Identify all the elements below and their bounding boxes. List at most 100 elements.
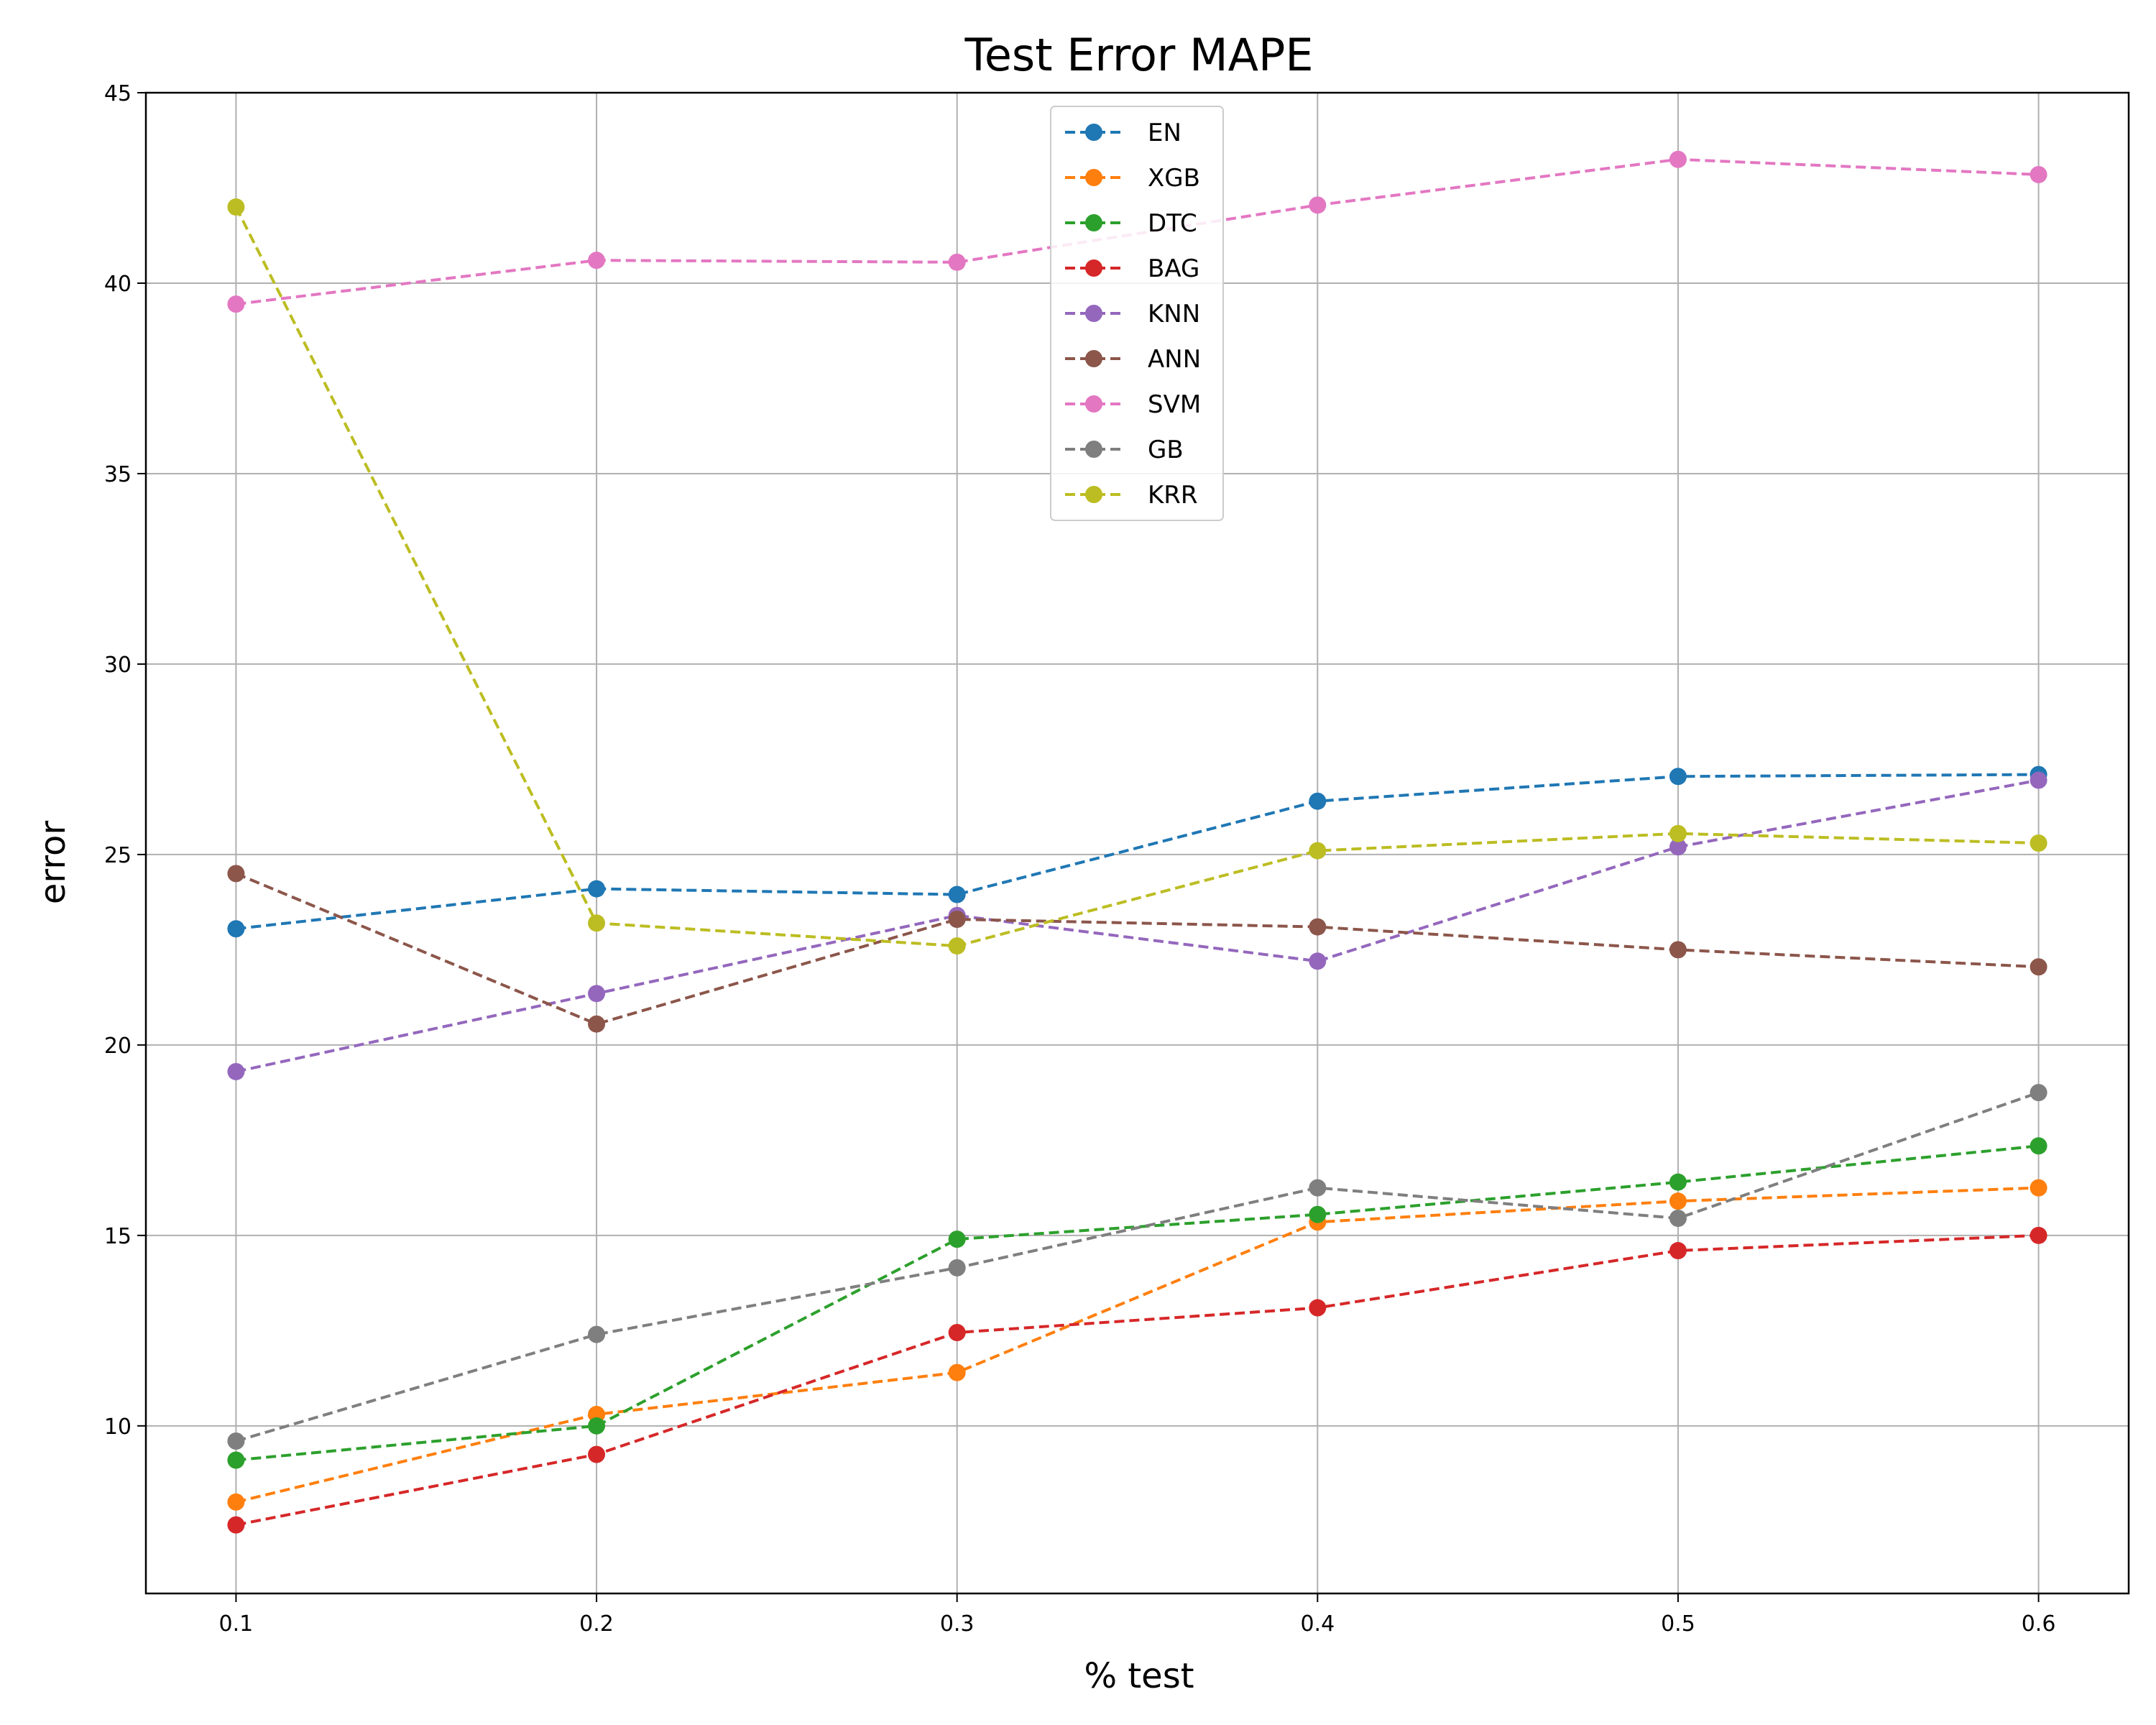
data-point-ann — [588, 1015, 606, 1033]
data-point-krr — [1669, 824, 1687, 842]
legend-marker-gb — [1085, 441, 1102, 458]
data-point-svm — [2030, 165, 2047, 183]
legend-item-krr: KRR — [1065, 481, 1198, 510]
data-point-gb — [1309, 1179, 1327, 1197]
data-point-bag — [1669, 1242, 1687, 1260]
data-point-dtc — [948, 1230, 966, 1248]
data-point-gb — [1669, 1210, 1687, 1227]
series-dtc — [227, 1137, 2047, 1469]
legend-item-knn: KNN — [1065, 300, 1200, 328]
plot-frame — [144, 91, 2130, 1595]
y-tick-label: 10 — [104, 1414, 132, 1440]
legend-label-xgb: XGB — [1148, 164, 1200, 193]
data-point-en — [1669, 768, 1687, 786]
legend-label-krr: KRR — [1148, 481, 1198, 510]
legend-marker-knn — [1085, 305, 1102, 322]
x-tick-label: 0.4 — [1300, 1611, 1335, 1637]
data-point-krr — [1309, 842, 1327, 860]
legend-label-bag: BAG — [1148, 254, 1199, 283]
data-point-bag — [948, 1323, 966, 1341]
data-point-knn — [1309, 952, 1327, 970]
legend-label-ann: ANN — [1148, 345, 1201, 374]
series-krr — [227, 198, 2047, 955]
data-point-xgb — [2030, 1179, 2047, 1197]
x-tick-label: 0.6 — [2022, 1611, 2056, 1637]
y-tick-label: 15 — [104, 1224, 132, 1249]
data-point-svm — [227, 295, 245, 313]
chart-title: Test Error MAPE — [964, 29, 1313, 81]
data-point-bag — [588, 1445, 606, 1463]
legend-marker-bag — [1085, 259, 1102, 277]
series-line-xgb — [235, 1186, 2039, 1504]
data-point-krr — [948, 937, 966, 955]
legend-label-dtc: DTC — [1148, 209, 1197, 238]
legend-item-en: EN — [1065, 119, 1181, 147]
data-point-xgb — [948, 1363, 966, 1381]
data-point-svm — [1669, 150, 1687, 168]
y-tick-label: 20 — [104, 1034, 132, 1059]
data-point-en — [227, 920, 245, 938]
y-tick-label: 40 — [104, 272, 132, 297]
series-bag — [227, 1226, 2047, 1534]
data-point-svm — [1309, 196, 1327, 214]
legend-item-dtc: DTC — [1065, 209, 1197, 238]
data-point-dtc — [588, 1417, 606, 1435]
data-point-knn — [588, 985, 606, 1003]
data-point-dtc — [1309, 1205, 1327, 1223]
data-point-ann — [227, 865, 245, 883]
legend-marker-xgb — [1085, 169, 1102, 186]
data-point-krr — [227, 198, 245, 216]
data-point-ann — [1309, 918, 1327, 936]
series-xgb — [227, 1179, 2047, 1511]
series-en — [227, 765, 2047, 938]
data-point-bag — [1309, 1299, 1327, 1317]
data-point-knn — [1669, 838, 1687, 856]
series-line-bag — [236, 1233, 2039, 1527]
data-point-bag — [227, 1516, 245, 1534]
series-gb — [227, 1084, 2047, 1450]
data-point-gb — [227, 1432, 245, 1450]
series-line-krr — [234, 206, 2039, 948]
legend-marker-ann — [1085, 350, 1102, 367]
legend-item-bag: BAG — [1065, 254, 1199, 283]
data-point-knn — [227, 1062, 245, 1080]
y-tick-label: 25 — [104, 843, 132, 868]
y-tick-label: 35 — [104, 462, 132, 487]
legend-label-svm: SVM — [1148, 390, 1201, 419]
y-axis-title: error — [33, 821, 73, 904]
data-point-gb — [948, 1259, 966, 1276]
data-point-en — [948, 886, 966, 903]
data-point-krr — [588, 914, 606, 932]
series-layer — [227, 150, 2047, 1534]
x-tick-label: 0.3 — [940, 1611, 975, 1637]
data-point-xgb — [1669, 1192, 1687, 1210]
x-tick-label: 0.5 — [1661, 1611, 1695, 1637]
legend-label-knn: KNN — [1148, 300, 1200, 328]
legend-label-en: EN — [1148, 119, 1181, 147]
data-point-ann — [948, 910, 966, 928]
data-point-svm — [588, 252, 606, 270]
series-ann — [227, 865, 2047, 1033]
data-point-dtc — [1669, 1173, 1687, 1191]
legend-item-svm: SVM — [1065, 390, 1201, 419]
data-point-knn — [2030, 771, 2047, 789]
data-point-krr — [2030, 834, 2047, 852]
legend-marker-dtc — [1085, 214, 1102, 231]
y-tick-label: 30 — [104, 653, 132, 678]
series-line-gb — [235, 1091, 2040, 1443]
series-line-ann — [235, 872, 2039, 1026]
legend-item-xgb: XGB — [1065, 164, 1200, 193]
x-tick-label: 0.2 — [579, 1611, 614, 1637]
data-point-ann — [2030, 958, 2047, 976]
ticks: 0.1 0.2 0.3 0.4 0.5 0.6 10 15 20 25 30 35 40 45 — [104, 81, 2056, 1637]
data-point-en — [1309, 792, 1327, 810]
data-point-gb — [2030, 1084, 2047, 1102]
legend-marker-en — [1085, 124, 1102, 141]
data-point-dtc — [227, 1451, 245, 1469]
x-axis-title: % test — [1084, 1656, 1194, 1696]
legend-item-gb: GB — [1065, 436, 1184, 464]
data-point-gb — [588, 1325, 606, 1343]
legend: EN XGB DTC BAG KNN ANN SVM GB KRR — [1050, 106, 1224, 521]
data-point-ann — [1669, 941, 1687, 959]
